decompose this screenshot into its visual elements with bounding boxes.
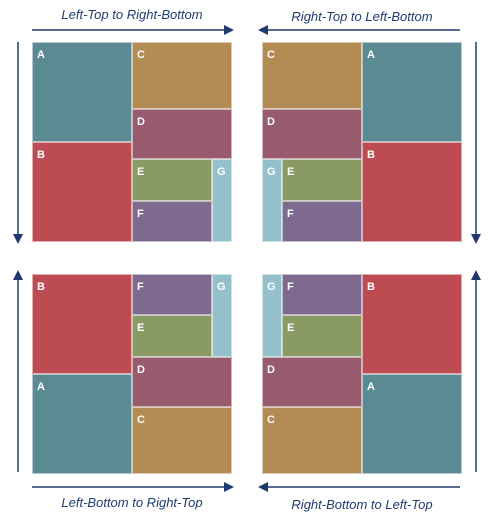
cell-d: D: [132, 357, 232, 407]
caption-left-top-to-right-bottom: Left-Top to Right-Bottom: [61, 7, 203, 22]
right-arrow-icon: [32, 25, 234, 35]
cell-c: C: [132, 407, 232, 474]
cell-e: E: [282, 159, 362, 201]
cell-label-e: E: [287, 322, 295, 334]
cell-a: A: [32, 42, 132, 142]
cell-label-a: A: [367, 381, 375, 393]
cell-label-c: C: [267, 49, 275, 61]
cell-label-b: B: [37, 281, 45, 293]
cell-label-b: B: [37, 149, 45, 161]
up-arrow-icon: [471, 270, 481, 472]
cell-label-d: D: [137, 116, 145, 128]
cell-f: F: [282, 201, 362, 242]
cell-label-e: E: [287, 166, 295, 178]
cell-b: B: [32, 274, 132, 374]
cell-a: A: [32, 374, 132, 474]
cell-label-d: D: [267, 364, 275, 376]
up-arrow-icon: [13, 270, 23, 472]
cell-label-e: E: [137, 322, 145, 334]
cell-d: D: [132, 109, 232, 159]
cell-g: G: [212, 159, 232, 242]
caption-left-bottom-to-right-top: Left-Bottom to Right-Top: [61, 495, 203, 510]
cell-label-a: A: [37, 49, 45, 61]
cell-label-g: G: [267, 281, 276, 293]
cell-label-g: G: [217, 166, 226, 178]
cell-label-d: D: [137, 364, 145, 376]
cell-label-c: C: [137, 414, 145, 426]
right-arrow-icon: [32, 482, 234, 492]
left-arrow-icon: [258, 25, 460, 35]
cell-g: G: [262, 274, 282, 357]
cell-b: B: [32, 142, 132, 242]
cell-f: F: [132, 274, 212, 315]
left-arrow-icon: [258, 482, 460, 492]
cell-a: A: [362, 374, 462, 474]
cell-g: G: [212, 274, 232, 357]
down-arrow-icon: [471, 42, 481, 244]
cell-label-b: B: [367, 149, 375, 161]
treemap-panel-left-top-to-right-bottom: A B C D E F G: [32, 42, 232, 242]
cell-label-f: F: [137, 281, 144, 293]
cell-label-f: F: [137, 208, 144, 220]
cell-g: G: [262, 159, 282, 242]
cell-a: A: [362, 42, 462, 142]
cell-e: E: [132, 315, 212, 357]
cell-label-a: A: [367, 49, 375, 61]
cell-d: D: [262, 357, 362, 407]
cell-c: C: [132, 42, 232, 109]
down-arrow-icon: [13, 42, 23, 244]
cell-d: D: [262, 109, 362, 159]
cell-label-a: A: [37, 381, 45, 393]
cell-label-e: E: [137, 166, 145, 178]
cell-f: F: [282, 274, 362, 315]
caption-right-top-to-left-bottom: Right-Top to Left-Bottom: [291, 9, 433, 24]
treemap-panel-right-top-to-left-bottom: C D G E F A B: [262, 42, 462, 242]
cell-label-f: F: [287, 281, 294, 293]
cell-c: C: [262, 407, 362, 474]
cell-label-c: C: [267, 414, 275, 426]
cell-c: C: [262, 42, 362, 109]
caption-right-bottom-to-left-top: Right-Bottom to Left-Top: [291, 497, 433, 512]
cell-b: B: [362, 274, 462, 374]
treemap-panel-right-bottom-to-left-top: G F E D C B A: [262, 274, 462, 474]
cell-label-c: C: [137, 49, 145, 61]
cell-label-d: D: [267, 116, 275, 128]
cell-f: F: [132, 201, 212, 242]
cell-label-f: F: [287, 208, 294, 220]
cell-e: E: [282, 315, 362, 357]
cell-label-g: G: [267, 166, 276, 178]
treemap-panel-left-bottom-to-right-top: B A F E G D C: [32, 274, 232, 474]
cell-label-g: G: [217, 281, 226, 293]
cell-e: E: [132, 159, 212, 201]
cell-label-b: B: [367, 281, 375, 293]
cell-b: B: [362, 142, 462, 242]
